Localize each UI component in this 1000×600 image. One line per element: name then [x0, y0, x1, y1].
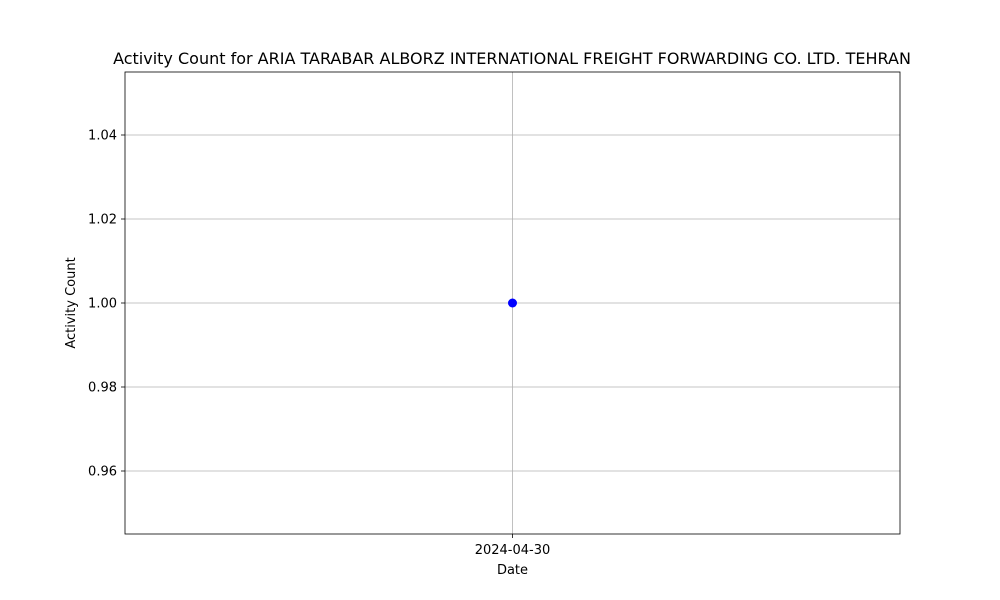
y-tick-label: 1.00 [88, 297, 117, 312]
y-tick-label: 1.04 [88, 129, 117, 144]
series-layer [508, 298, 517, 308]
data-point [508, 298, 517, 308]
x-axis-label: Date [497, 563, 528, 578]
x-tick-label: 2024-04-30 [475, 543, 551, 558]
chart-title: Activity Count for ARIA TARABAR ALBORZ I… [113, 49, 911, 68]
y-axis-label: Activity Count [64, 257, 79, 348]
y-tick-label: 0.96 [88, 465, 117, 480]
ticks-layer: 0.96 0.98 1.00 1.02 1.04 2024-04-30 [88, 129, 550, 559]
y-tick-label: 0.98 [88, 381, 117, 396]
y-tick-label: 1.02 [88, 213, 117, 228]
